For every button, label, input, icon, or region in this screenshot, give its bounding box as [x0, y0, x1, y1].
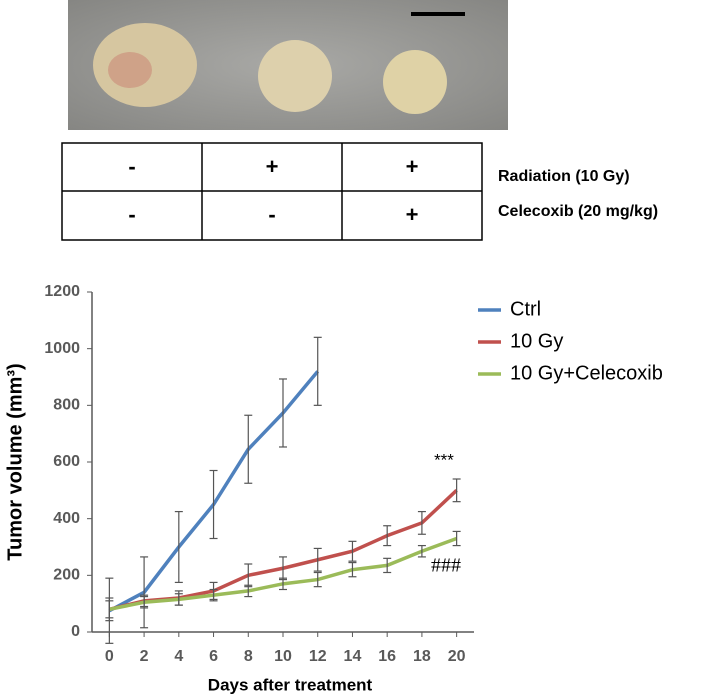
- error-bar: [313, 336, 322, 406]
- error-bar: [452, 530, 461, 547]
- error-bar: [209, 588, 218, 602]
- y-tick-label: 200: [53, 567, 80, 584]
- error-bar: [105, 600, 114, 619]
- series-line: [108, 489, 458, 612]
- error-bar: [140, 595, 149, 609]
- table-cell: +: [266, 154, 279, 179]
- error-bar: [417, 544, 426, 558]
- row-label: Celecoxib (20 mg/kg): [498, 203, 658, 220]
- y-axis-label: Tumor volume (mm³): [4, 363, 26, 560]
- x-axis-label: Days after treatment: [208, 675, 373, 694]
- legend-label: Ctrl: [510, 298, 541, 320]
- annotation: ###: [431, 555, 461, 577]
- table-cell: -: [128, 202, 135, 227]
- y-tick-label: 1000: [44, 340, 80, 357]
- table-cell: -: [128, 154, 135, 179]
- table-cell: -: [268, 202, 275, 227]
- error-bar: [313, 547, 322, 572]
- x-tick-label: 4: [174, 648, 183, 665]
- x-tick-label: 18: [413, 648, 431, 665]
- error-bar: [417, 510, 426, 535]
- table-cell: +: [406, 154, 419, 179]
- error-bar: [244, 414, 253, 484]
- x-tick-label: 20: [448, 648, 466, 665]
- y-tick-label: 400: [53, 510, 80, 527]
- error-bar: [313, 571, 322, 588]
- error-bar: [244, 584, 253, 598]
- x-tick-label: 6: [209, 648, 218, 665]
- x-tick-label: 8: [244, 648, 253, 665]
- error-bar: [383, 525, 392, 547]
- x-tick-label: 12: [309, 648, 327, 665]
- photo: [68, 0, 508, 130]
- error-bar: [348, 540, 357, 562]
- y-tick-label: 600: [53, 453, 80, 470]
- x-tick-label: 16: [378, 648, 396, 665]
- error-bar: [209, 469, 218, 540]
- error-bar: [383, 557, 392, 574]
- legend-label: 10 Gy: [510, 330, 563, 352]
- error-bar: [279, 378, 287, 448]
- table-cell: +: [406, 202, 419, 227]
- y-tick-label: 0: [71, 623, 80, 640]
- error-bar: [279, 577, 287, 591]
- x-tick-label: 2: [140, 648, 149, 665]
- row-label: Radiation (10 Gy): [498, 168, 630, 185]
- error-bar: [174, 593, 183, 606]
- annotation: ***: [434, 450, 454, 469]
- legend-label: 10 Gy+Celecoxib: [510, 362, 663, 384]
- y-tick-label: 800: [53, 397, 80, 414]
- error-bar: [174, 510, 183, 584]
- error-bar: [348, 561, 357, 578]
- treatment-table: [61, 142, 483, 241]
- x-tick-label: 10: [274, 648, 292, 665]
- error-bar: [140, 556, 149, 629]
- x-tick-label: 14: [344, 648, 362, 665]
- y-tick-label: 1200: [44, 283, 80, 300]
- error-bar: [452, 478, 461, 503]
- x-tick-label: 0: [105, 648, 114, 665]
